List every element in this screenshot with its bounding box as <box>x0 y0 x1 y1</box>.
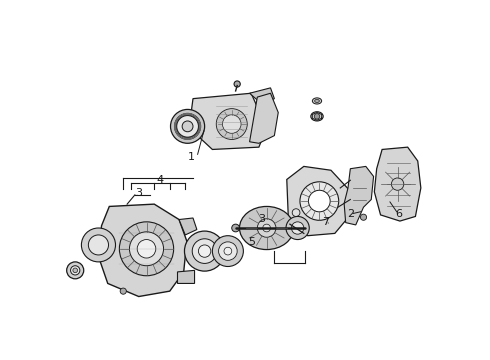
Polygon shape <box>287 166 350 236</box>
Circle shape <box>88 235 108 255</box>
Text: 2: 2 <box>347 209 354 219</box>
Circle shape <box>184 231 225 271</box>
Circle shape <box>232 224 240 232</box>
Circle shape <box>263 224 270 232</box>
Text: 7: 7 <box>322 217 329 227</box>
Circle shape <box>192 239 217 264</box>
Circle shape <box>67 262 84 279</box>
Circle shape <box>137 239 156 258</box>
Circle shape <box>129 232 164 266</box>
Circle shape <box>234 81 240 87</box>
Circle shape <box>71 266 80 275</box>
Polygon shape <box>344 166 373 225</box>
Ellipse shape <box>311 112 323 121</box>
Circle shape <box>309 190 330 212</box>
Polygon shape <box>98 204 187 297</box>
Circle shape <box>219 242 237 260</box>
Ellipse shape <box>315 99 319 103</box>
Text: 3: 3 <box>135 188 142 198</box>
Circle shape <box>212 236 244 266</box>
Polygon shape <box>249 93 278 143</box>
Circle shape <box>120 288 126 294</box>
Circle shape <box>222 115 241 133</box>
Circle shape <box>392 178 404 190</box>
Circle shape <box>224 247 232 255</box>
Text: 1: 1 <box>188 152 195 162</box>
Text: 5: 5 <box>248 237 255 247</box>
Circle shape <box>171 109 205 143</box>
Circle shape <box>182 121 193 132</box>
Circle shape <box>120 222 173 276</box>
Circle shape <box>216 109 247 139</box>
Circle shape <box>81 228 116 262</box>
Text: 4: 4 <box>157 175 164 185</box>
Circle shape <box>292 209 300 216</box>
Text: 6: 6 <box>395 209 402 219</box>
Polygon shape <box>179 218 197 235</box>
Circle shape <box>292 222 304 234</box>
Circle shape <box>257 219 276 237</box>
Circle shape <box>300 182 339 220</box>
Circle shape <box>73 268 77 273</box>
Text: 3: 3 <box>258 214 265 224</box>
Circle shape <box>314 114 319 119</box>
Polygon shape <box>189 93 267 149</box>
Circle shape <box>198 245 211 257</box>
Circle shape <box>286 216 309 239</box>
Polygon shape <box>249 88 274 105</box>
Circle shape <box>361 214 367 220</box>
Polygon shape <box>177 270 195 283</box>
Ellipse shape <box>312 98 321 104</box>
Ellipse shape <box>240 206 294 249</box>
Polygon shape <box>374 147 421 221</box>
Circle shape <box>177 116 198 137</box>
Circle shape <box>286 223 291 228</box>
